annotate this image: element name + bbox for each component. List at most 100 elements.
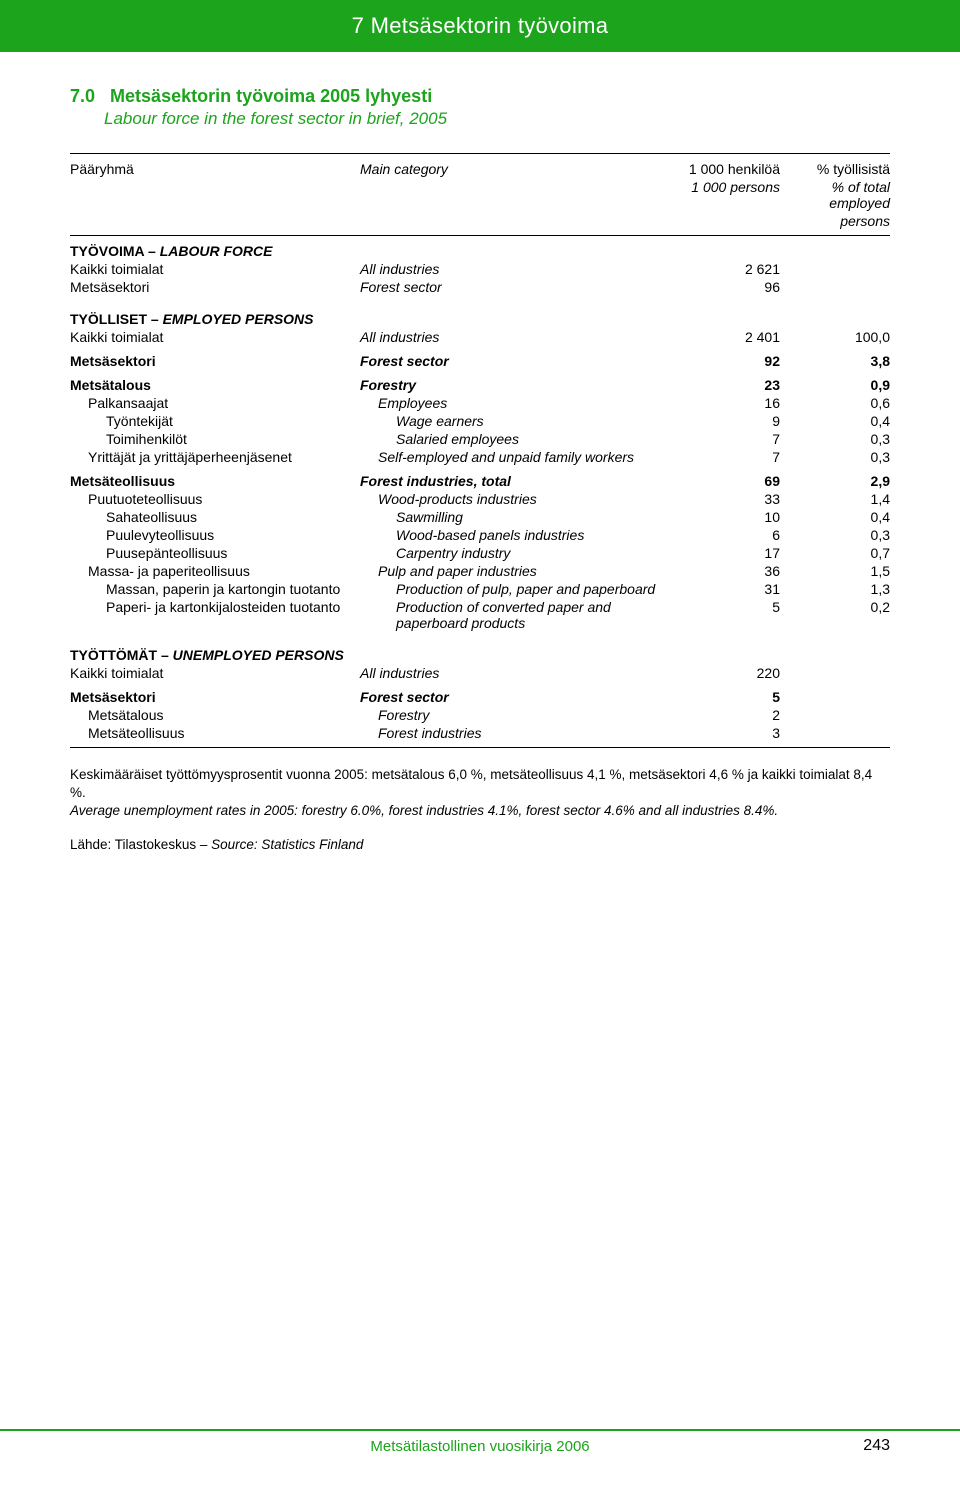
table-row: MetsäsektoriForest sector96 [70,278,890,296]
source-en: Source: Statistics Finland [211,837,363,852]
row-value-persons: 5 [670,688,780,706]
row-value-persons: 92 [670,352,780,370]
row-label-fi: Massan, paperin ja kartongin tuotanto [70,580,360,598]
group-unemployed-en: UNEMPLOYED PERSONS [173,647,344,663]
row-label-fi: Massa- ja paperiteollisuus [70,562,360,580]
row-value-pct: 0,7 [780,544,890,562]
row-label-en: Forest sector [360,278,670,296]
table-row: PuulevyteollisuusWood-based panels indus… [70,526,890,544]
row-value-persons: 9 [670,412,780,430]
table-row: Massa- ja paperiteollisuusPulp and paper… [70,562,890,580]
column-header-row-2: 1 000 persons % of total employed [70,178,890,212]
data-table: Pääryhmä Main category 1 000 henkilöä % … [70,153,890,748]
row-label-en: Wage earners [360,412,670,430]
row-value-pct: 0,3 [780,526,890,544]
row-value-pct: 100,0 [780,328,890,346]
group-labour: TYÖVOIMA – LABOUR FORCE [70,242,890,260]
row-value-pct [780,278,890,296]
group-employed-en: EMPLOYED PERSONS [163,311,314,327]
footnote-en: Average unemployment rates in 2005: fore… [70,803,778,818]
row-label-fi: Paperi- ja kartonkijalosteiden tuotanto [70,598,360,632]
row-value-pct: 1,5 [780,562,890,580]
col-header-pct-fi: % työllisistä [780,160,890,178]
row-label-en: All industries [360,260,670,278]
row-label-fi: Metsätalous [70,706,360,724]
row-value-persons: 17 [670,544,780,562]
row-label-fi: Työntekijät [70,412,360,430]
row-label-fi: Metsätalous [70,376,360,394]
table-row: Massan, paperin ja kartongin tuotantoPro… [70,580,890,598]
row-value-pct: 0,4 [780,508,890,526]
table-row: MetsätalousForestry230,9 [70,376,890,394]
row-value-persons: 6 [670,526,780,544]
row-label-fi: Metsäsektori [70,278,360,296]
row-label-en: Wood-products industries [360,490,670,508]
footer-title: Metsätilastollinen vuosikirja 2006 [0,1438,960,1455]
table-row: Paperi- ja kartonkijalosteiden tuotantoP… [70,598,890,632]
footnote-fi: Keskimääräiset työttömyysprosentit vuonn… [70,767,872,800]
table-row: MetsätalousForestry2 [70,706,890,724]
col-header-pct-en: % of total employed [780,178,890,212]
group-labour-en: LABOUR FORCE [160,243,273,259]
row-value-pct: 3,8 [780,352,890,370]
table-row: PuutuoteteollisuusWood-products industri… [70,490,890,508]
row-label-en: Pulp and paper industries [360,562,670,580]
row-label-fi: Puulevyteollisuus [70,526,360,544]
col-header-pct-en2: persons [780,212,890,230]
col-header-group-en: Main category [360,160,670,178]
row-label-fi: Puusepänteollisuus [70,544,360,562]
row-label-fi: Metsäsektori [70,688,360,706]
table-row: MetsäteollisuusForest industries, total6… [70,472,890,490]
row-label-en: Salaried employees [360,430,670,448]
page-body: 7.0 Metsäsektorin työvoima 2005 lyhyesti… [0,52,960,852]
table-row: Kaikki toimialatAll industries2 401100,0 [70,328,890,346]
page-header: 7 Metsäsektorin työvoima [0,0,960,52]
row-value-pct: 0,6 [780,394,890,412]
row-value-pct [780,706,890,724]
row-value-pct: 1,4 [780,490,890,508]
row-label-fi: Metsäsektori [70,352,360,370]
row-label-en: All industries [360,664,670,682]
row-value-persons: 10 [670,508,780,526]
row-label-en: Sawmilling [360,508,670,526]
row-label-fi: Metsäteollisuus [70,724,360,742]
col-header-group-fi: Pääryhmä [70,160,360,178]
row-label-fi: Sahateollisuus [70,508,360,526]
page-footer: Metsätilastollinen vuosikirja 2006 243 [0,1429,960,1455]
row-label-en: Forestry [360,706,670,724]
row-label-en: Production of converted paper and paperb… [360,598,670,632]
row-value-persons: 23 [670,376,780,394]
group-unemployed-fi: TYÖTTÖMÄT – [70,647,173,663]
row-value-pct [780,260,890,278]
row-value-persons: 3 [670,724,780,742]
group-labour-fi: TYÖVOIMA – [70,243,160,259]
row-label-en: Self-employed and unpaid family workers [360,448,670,466]
row-value-persons: 220 [670,664,780,682]
row-label-en: Forest sector [360,352,670,370]
row-label-fi: Metsäteollisuus [70,472,360,490]
row-label-en: Forest industries [360,724,670,742]
row-label-fi: Yrittäjät ja yrittäjäperheenjäsenet [70,448,360,466]
section-title: 7.0 Metsäsektorin työvoima 2005 lyhyesti [70,86,890,107]
group-employed-fi: TYÖLLISET – [70,311,163,327]
col-header-persons-fi: 1 000 henkilöä [670,160,780,178]
row-value-pct: 0,4 [780,412,890,430]
table-row: Kaikki toimialatAll industries2 621 [70,260,890,278]
row-value-pct: 0,3 [780,430,890,448]
source: Lähde: Tilastokeskus – Source: Statistic… [70,837,890,852]
row-label-en: Wood-based panels industries [360,526,670,544]
row-label-en: Production of pulp, paper and paperboard [360,580,670,598]
footnote: Keskimääräiset työttömyysprosentit vuonn… [70,766,890,821]
column-header-row: Pääryhmä Main category 1 000 henkilöä % … [70,160,890,178]
row-label-fi: Puutuoteteollisuus [70,490,360,508]
table-row: MetsäsektoriForest sector923,8 [70,352,890,370]
row-label-en: All industries [360,328,670,346]
row-value-persons: 2 [670,706,780,724]
row-value-persons: 2 621 [670,260,780,278]
table-row: TyöntekijätWage earners90,4 [70,412,890,430]
row-value-pct [780,664,890,682]
row-value-pct: 1,3 [780,580,890,598]
row-value-persons: 36 [670,562,780,580]
table-row: SahateollisuusSawmilling100,4 [70,508,890,526]
row-label-fi: Kaikki toimialat [70,664,360,682]
